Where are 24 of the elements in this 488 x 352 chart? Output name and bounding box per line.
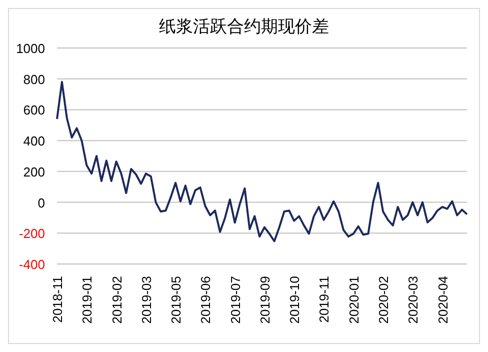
x-tick-label: 2019-05 xyxy=(168,276,184,324)
x-tick-label: 2018-11 xyxy=(50,276,65,323)
y-tick-label: -200 xyxy=(18,226,45,242)
x-tick-label: 2019-07 xyxy=(228,276,243,324)
line-series xyxy=(56,80,468,242)
x-tick-label: 2019-02 xyxy=(109,276,124,324)
y-tick-label: 800 xyxy=(23,72,45,87)
y-tick-label: 600 xyxy=(23,102,45,118)
y-tick-label: 200 xyxy=(23,164,45,180)
x-tick-label: 2019-01 xyxy=(80,276,95,324)
x-tick-label: 2020-03 xyxy=(406,276,421,324)
y-tick-label: -400 xyxy=(18,257,45,272)
x-tick-label: 2019-10 xyxy=(287,276,302,324)
x-tick-label: 2019-06 xyxy=(198,276,214,324)
x-tick-label: 2020-04 xyxy=(435,276,450,324)
y-tick-label: 400 xyxy=(23,134,45,149)
x-tick-label: 2020-02 xyxy=(376,276,392,324)
y-tick-label: 0 xyxy=(38,195,45,210)
x-tick-label: 2020-01 xyxy=(346,276,362,324)
x-tick-label: 2019-03 xyxy=(138,276,154,324)
chart-title: 纸浆活跃合约期现价差 xyxy=(158,16,330,38)
x-tick-label: 2019-11 xyxy=(316,276,332,323)
x-tick-label: 2019-09 xyxy=(257,276,272,324)
y-tick-label: 1000 xyxy=(16,41,45,56)
